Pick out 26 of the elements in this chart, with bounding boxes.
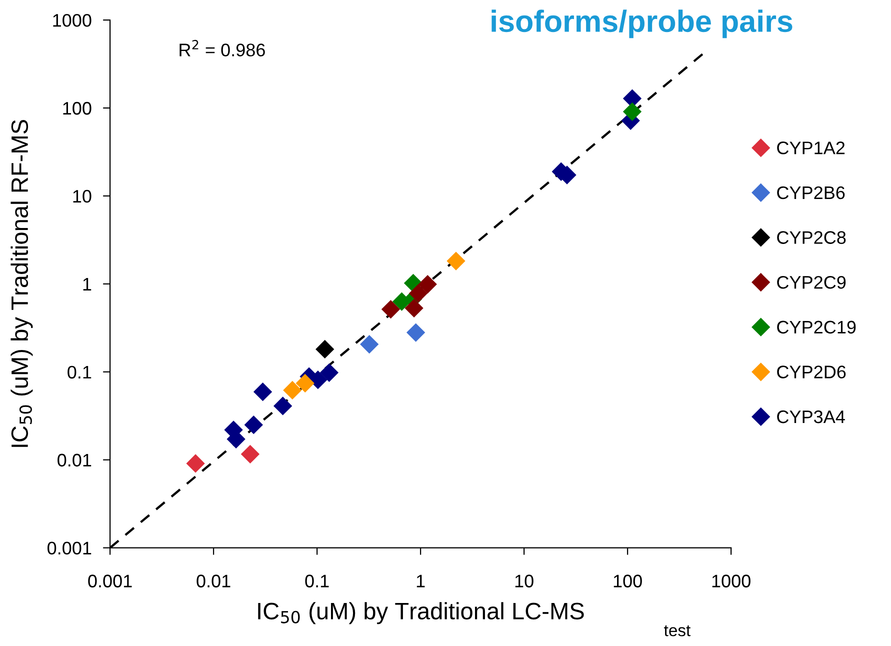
x-axis-title: IC$_{50}$ (uM) by Traditional LC-MS (258, 602, 584, 624)
legend-label: CYP2C19 (777, 320, 856, 334)
y-axis-title: IC$_{50}$ (uM) by Traditional RF-MS (10, 120, 33, 447)
y-tick-label: 100 (63, 102, 92, 115)
annotation: R$^{2}$ = 0.986 (180, 40, 265, 56)
legend-label: CYP2C9 (777, 276, 846, 289)
y-tick-label: 10 (73, 190, 92, 203)
legend-label: CYP2C8 (777, 231, 846, 244)
x-tick-label: 100 (614, 574, 642, 588)
x-tick-label: 0.001 (88, 574, 132, 588)
legend-label: CYP2B6 (777, 186, 845, 200)
chart-title: isoforms/probe pairs (492, 10, 792, 38)
x-tick-label: 0.01 (196, 574, 230, 588)
text: test (664, 625, 691, 636)
y-tick-label: 1 (83, 278, 92, 290)
y-tick-label: 0.1 (68, 366, 92, 379)
y-tick-label: 0.01 (58, 454, 92, 467)
y-tick-label: 0.001 (48, 542, 92, 555)
x-tick-label: 1 (416, 574, 425, 588)
x-tick-label: 1000 (712, 574, 750, 588)
legend-label: CYP2D6 (777, 366, 846, 378)
x-tick-label: 0.1 (305, 574, 329, 588)
legend-label: CYP3A4 (777, 410, 845, 424)
y-tick-label: 1000 (53, 14, 92, 27)
x-tick-label: 10 (515, 574, 534, 588)
legend-label: CYP1A2 (777, 142, 845, 154)
